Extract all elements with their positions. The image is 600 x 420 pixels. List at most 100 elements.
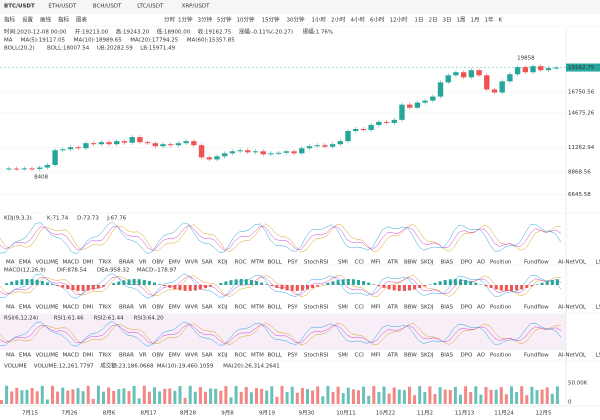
indicator-tab[interactable]: MFI bbox=[371, 260, 381, 266]
indicator-tab[interactable]: Position bbox=[490, 305, 512, 311]
indicator-tab[interactable]: MA bbox=[6, 260, 15, 266]
indicator-tab[interactable]: AO bbox=[477, 305, 486, 311]
indicator-tab[interactable]: DPO bbox=[461, 353, 474, 359]
indicator-tab[interactable]: OBV bbox=[152, 353, 164, 359]
period-button[interactable]: 2日 bbox=[429, 17, 438, 24]
pair-tab[interactable]: BCH/USDT bbox=[93, 4, 122, 10]
indicator-tab[interactable]: BRAR bbox=[119, 305, 134, 311]
indicator-tab[interactable]: MACD bbox=[63, 260, 80, 266]
tool-button[interactable]: 画线 bbox=[40, 16, 52, 24]
indicator-tab[interactable]: SKDJ bbox=[421, 260, 434, 266]
indicator-tab[interactable]: LSUR bbox=[596, 260, 600, 266]
indicator-tab[interactable]: Position bbox=[490, 260, 512, 266]
indicator-tab[interactable]: StochRSI bbox=[304, 305, 329, 311]
indicator-tab[interactable]: KDJ bbox=[218, 305, 228, 311]
indicator-tab[interactable]: ATR bbox=[388, 260, 399, 266]
indicator-tab[interactable]: Fundflow bbox=[524, 260, 549, 266]
period-button[interactable]: 15分钟 bbox=[262, 16, 280, 24]
indicator-tab[interactable]: VOLUME bbox=[36, 260, 60, 266]
period-button[interactable]: 10分钟 bbox=[237, 16, 255, 24]
indicator-tab[interactable]: SMI bbox=[338, 305, 348, 311]
indicator-tab[interactable]: VR bbox=[139, 260, 147, 266]
period-button[interactable]: 6小时 bbox=[370, 16, 385, 24]
pair-tab[interactable]: LTC/USDT bbox=[137, 4, 164, 10]
indicator-tab[interactable]: MA bbox=[6, 305, 15, 311]
indicator-tab[interactable]: TRIX bbox=[98, 305, 112, 311]
indicator-tab[interactable]: StochRSI bbox=[304, 353, 329, 359]
indicator-tab[interactable]: LSUR bbox=[596, 305, 600, 311]
indicator-tab[interactable]: OBV bbox=[152, 260, 164, 266]
indicator-tab[interactable]: CCI bbox=[355, 305, 365, 311]
indicator-tab[interactable]: Position bbox=[490, 353, 512, 359]
indicator-tab[interactable]: MFI bbox=[371, 353, 381, 359]
pair-tab[interactable]: XRP/USDT bbox=[182, 4, 211, 10]
indicator-tab[interactable]: WVR bbox=[185, 353, 198, 359]
indicator-tab[interactable]: LSUR bbox=[596, 353, 600, 359]
indicator-tab[interactable]: StochRSI bbox=[304, 260, 329, 266]
tool-button[interactable]: 设置 bbox=[22, 16, 34, 24]
indicator-tab[interactable]: AO bbox=[477, 353, 486, 359]
indicator-tab[interactable]: MACD bbox=[63, 305, 80, 311]
indicator-tab[interactable]: EMA bbox=[19, 260, 31, 266]
indicator-tab[interactable]: BIAS bbox=[441, 260, 454, 266]
indicator-tab[interactable]: BOLL bbox=[268, 353, 283, 359]
indicator-tab[interactable]: MA bbox=[6, 353, 15, 359]
indicator-tab[interactable]: AI-NetVOL bbox=[558, 260, 587, 266]
indicator-tab[interactable]: VR bbox=[139, 353, 147, 359]
indicator-tab[interactable]: AI-NetVOL bbox=[558, 305, 587, 311]
indicator-tab[interactable]: Fundflow bbox=[524, 305, 549, 311]
period-button[interactable]: 1分钟 bbox=[178, 16, 193, 24]
period-button[interactable]: 12小时 bbox=[390, 16, 408, 24]
tool-button[interactable]: 指标 bbox=[4, 16, 16, 24]
indicator-tab[interactable]: DMI bbox=[83, 260, 94, 266]
indicator-tab[interactable]: BBW bbox=[404, 260, 417, 266]
indicator-tab[interactable]: MTM bbox=[251, 305, 264, 311]
indicator-tab[interactable]: OBV bbox=[152, 305, 164, 311]
period-button[interactable]: 30分钟 bbox=[287, 16, 305, 24]
indicator-tab[interactable]: ATR bbox=[388, 305, 399, 311]
indicator-tab[interactable]: BRAR bbox=[119, 353, 134, 359]
indicator-tab[interactable]: MACD bbox=[63, 353, 80, 359]
indicator-tab[interactable]: Fundflow bbox=[524, 353, 549, 359]
period-button[interactable]: 2小时 bbox=[331, 16, 346, 24]
indicator-tab[interactable]: EMA bbox=[19, 353, 31, 359]
indicator-tab[interactable]: SAR bbox=[202, 260, 213, 266]
indicator-tab[interactable]: TRIX bbox=[98, 260, 112, 266]
period-button[interactable]: 1年 bbox=[485, 16, 494, 24]
pair-tab[interactable]: BTC/USDT bbox=[4, 4, 35, 10]
indicator-tab[interactable]: SKDJ bbox=[421, 353, 434, 359]
indicator-tab[interactable]: EMA bbox=[19, 305, 31, 311]
indicator-tab[interactable]: TRIX bbox=[98, 353, 112, 359]
pair-tab[interactable]: ETH/USDT bbox=[48, 4, 77, 10]
indicator-tab[interactable]: PSY bbox=[288, 353, 299, 359]
indicator-tab[interactable]: SKDJ bbox=[421, 305, 434, 311]
indicator-tab[interactable]: BIAS bbox=[441, 305, 454, 311]
indicator-tab[interactable]: DPO bbox=[461, 305, 474, 311]
indicator-tab[interactable]: KDJ bbox=[218, 353, 228, 359]
indicator-tab[interactable]: SMI bbox=[338, 353, 348, 359]
tool-button[interactable]: 指标 bbox=[58, 16, 70, 24]
period-button[interactable]: 1日 bbox=[415, 17, 424, 24]
period-button[interactable]: 4小时 bbox=[351, 16, 366, 24]
period-button[interactable]: 1小时 bbox=[312, 16, 327, 24]
indicator-tab[interactable]: ROC bbox=[235, 305, 247, 311]
indicator-tab[interactable]: AO bbox=[477, 260, 486, 266]
indicator-tab[interactable]: BBW bbox=[404, 353, 417, 359]
indicator-tab[interactable]: PSY bbox=[288, 305, 299, 311]
period-button[interactable]: 1周 bbox=[457, 17, 466, 24]
indicator-tab[interactable]: SAR bbox=[202, 305, 213, 311]
indicator-tab[interactable]: EMV bbox=[169, 305, 181, 311]
indicator-tab[interactable]: BRAR bbox=[119, 260, 134, 266]
indicator-tab[interactable]: DMI bbox=[83, 353, 94, 359]
indicator-tab[interactable]: MTM bbox=[251, 260, 264, 266]
period-button[interactable]: 1月 bbox=[471, 17, 480, 24]
indicator-tab[interactable]: WVR bbox=[185, 305, 198, 311]
indicator-tab[interactable]: KDJ bbox=[218, 260, 228, 266]
indicator-tab[interactable]: BIAS bbox=[441, 353, 454, 359]
period-button[interactable]: K bbox=[499, 18, 503, 24]
period-button[interactable]: 3日 bbox=[443, 17, 452, 24]
indicator-tab[interactable]: ROC bbox=[235, 353, 247, 359]
period-button[interactable]: 分时 bbox=[164, 16, 176, 24]
indicator-tab[interactable]: EMV bbox=[169, 260, 181, 266]
indicator-tab[interactable]: VOLUME bbox=[36, 353, 60, 359]
